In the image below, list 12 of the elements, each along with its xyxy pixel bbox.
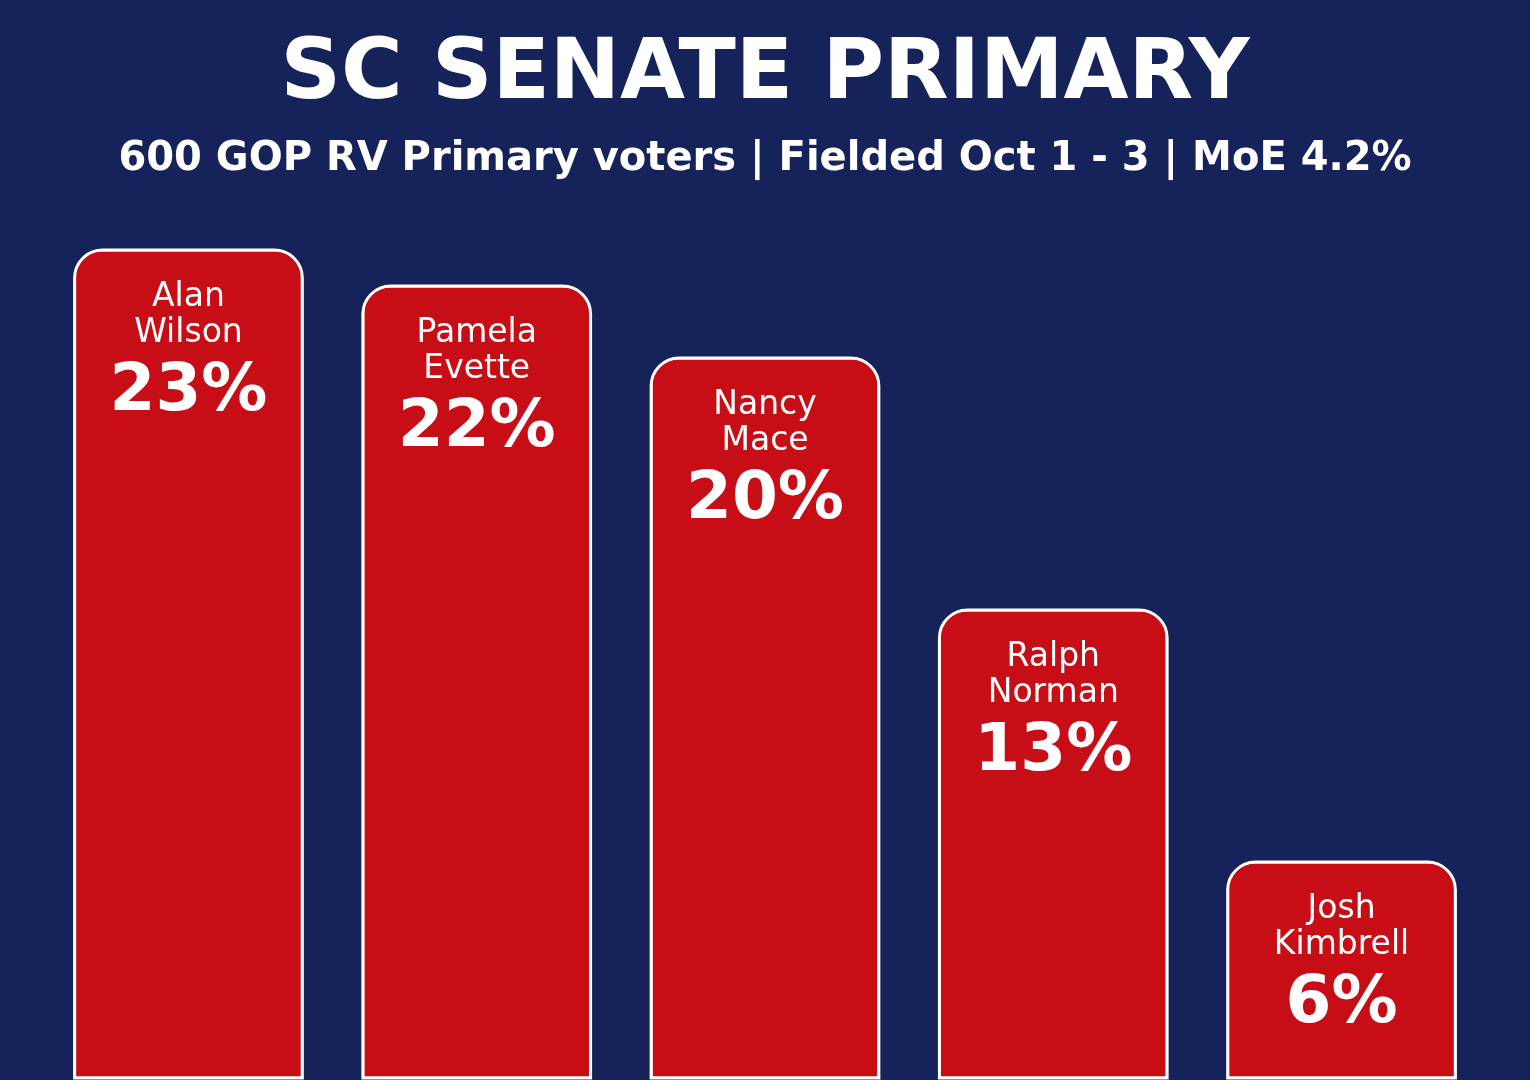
data-label: 13% [974,709,1133,786]
x-tick-label: Alan Wilson [134,275,243,350]
x-tick-label: Josh Kimbrell [1273,887,1410,962]
chart-title: SC SENATE PRIMARY [280,19,1251,118]
data-label: 22% [397,385,556,462]
data-label: 20% [686,457,844,534]
x-tick-label: Nancy Mace [713,383,817,458]
data-label: 6% [1285,961,1398,1038]
chart-subtitle: 600 GOP RV Primary voters | Fielded Oct 1 - 3 | MoE 4.2% [118,132,1412,181]
data-label: 23% [109,349,268,426]
x-tick-label: Pamela Evette [416,311,537,386]
x-tick-label: Ralph Norman [987,635,1119,710]
